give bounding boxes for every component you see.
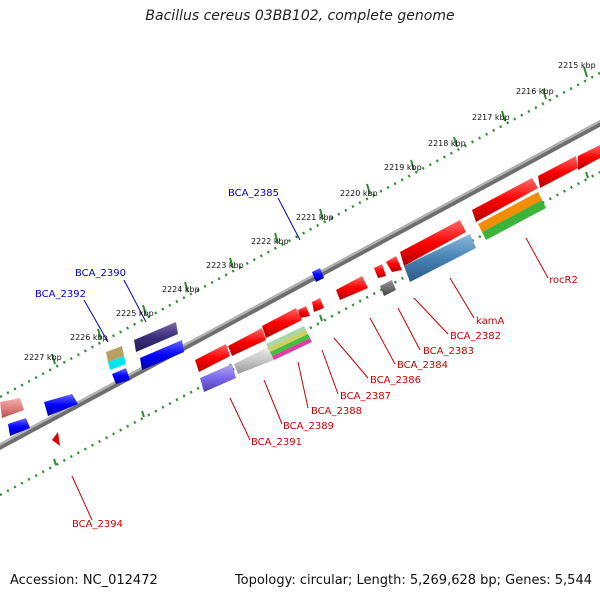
gene-block[interactable] — [195, 344, 230, 372]
gene-block[interactable] — [44, 394, 78, 416]
scale-tick-label: 2216 kbp — [516, 87, 554, 96]
gene-block[interactable] — [228, 328, 266, 356]
gene-label[interactable]: kamA — [476, 316, 504, 327]
genome-info-label: Topology: circular; Length: 5,269,628 bp… — [234, 573, 592, 588]
gene-label[interactable]: BCA_2382 — [450, 331, 501, 342]
scale-tick-label: 2226 kbp — [70, 333, 108, 342]
gene-block[interactable] — [134, 322, 178, 352]
gene-block[interactable] — [336, 276, 368, 300]
gene-label[interactable]: BCA_2384 — [397, 360, 448, 371]
gene-label[interactable]: BCA_2389 — [283, 421, 334, 432]
gene-block[interactable] — [478, 192, 542, 232]
gene-block[interactable] — [0, 398, 24, 418]
gene-block[interactable] — [380, 280, 396, 296]
gene-block[interactable] — [386, 256, 402, 272]
gene-block[interactable] — [234, 346, 274, 374]
scale-tick-marks — [51, 66, 588, 365]
gene-block[interactable] — [52, 432, 60, 446]
gene-block[interactable] — [404, 234, 476, 282]
label-leader-lines — [71, 197, 549, 521]
scale-tick-label: 2219 kbp — [384, 163, 422, 172]
scale-tick-labels: 2215 kbp 2216 kbp 2217 kbp 2218 kbp 2219… — [24, 61, 596, 362]
scale-tick-label: 2215 kbp — [558, 61, 596, 70]
gene-block[interactable] — [262, 308, 302, 338]
scale-tick-label: 2221 kbp — [296, 213, 334, 222]
gene-label[interactable]: BCA_2394 — [72, 519, 123, 530]
reverse-gene-labels: rocR2 kamA BCA_2382 BCA_2383 BCA_2384 BC… — [72, 275, 578, 530]
gene-block[interactable] — [482, 200, 546, 240]
gene-block[interactable] — [374, 264, 386, 278]
gene-block[interactable] — [112, 368, 130, 384]
gene-label[interactable]: BCA_2386 — [370, 375, 421, 386]
reverse-dotted-line — [0, 170, 600, 497]
forward-gene-labels: BCA_2385 BCA_2390 BCA_2392 — [35, 188, 279, 300]
scale-tick-label: 2218 kbp — [428, 139, 466, 148]
gene-label[interactable]: BCA_2383 — [423, 346, 474, 357]
gene-block[interactable] — [108, 356, 126, 370]
map-title: Bacillus cereus 03BB102, complete genome — [145, 8, 455, 24]
gene-block[interactable] — [268, 330, 308, 352]
gene-block[interactable] — [8, 418, 30, 436]
gene-label[interactable]: BCA_2392 — [35, 289, 86, 300]
scale-tick-label: 2223 kbp — [206, 261, 244, 270]
scale-tick-label: 2217 kbp — [472, 113, 510, 122]
gene-label[interactable]: rocR2 — [549, 275, 578, 286]
gene-block[interactable] — [200, 364, 236, 392]
gene-block[interactable] — [270, 334, 310, 356]
scale-tick-label: 2222 kbp — [251, 237, 289, 246]
forward-genes — [0, 145, 600, 436]
gene-label[interactable]: BCA_2388 — [311, 406, 362, 417]
gene-label[interactable]: BCA_2391 — [251, 437, 302, 448]
gene-block[interactable] — [106, 346, 124, 362]
gene-block[interactable] — [298, 306, 310, 318]
reverse-genes — [52, 192, 546, 446]
accession-label: Accession: NC_012472 — [10, 573, 158, 588]
gene-block[interactable] — [312, 268, 324, 282]
scale-tick-label: 2224 kbp — [162, 285, 200, 294]
gene-block[interactable] — [472, 178, 538, 222]
gene-block[interactable] — [538, 156, 578, 188]
gene-block[interactable] — [272, 338, 312, 360]
gene-block[interactable] — [266, 326, 306, 348]
gene-block[interactable] — [140, 340, 184, 370]
scale-tick-label: 2225 kbp — [116, 309, 154, 318]
scale-tick-label: 2220 kbp — [340, 189, 378, 198]
gene-label[interactable]: BCA_2390 — [75, 268, 126, 279]
genome-backbone — [0, 119, 600, 451]
gene-block[interactable] — [312, 298, 324, 312]
gene-block[interactable] — [400, 220, 466, 266]
scale-tick-label: 2227 kbp — [24, 353, 62, 362]
scale-dotted-line — [0, 71, 600, 399]
gene-label[interactable]: BCA_2387 — [340, 391, 391, 402]
gene-block[interactable] — [578, 145, 600, 170]
gene-label[interactable]: BCA_2385 — [228, 188, 279, 199]
